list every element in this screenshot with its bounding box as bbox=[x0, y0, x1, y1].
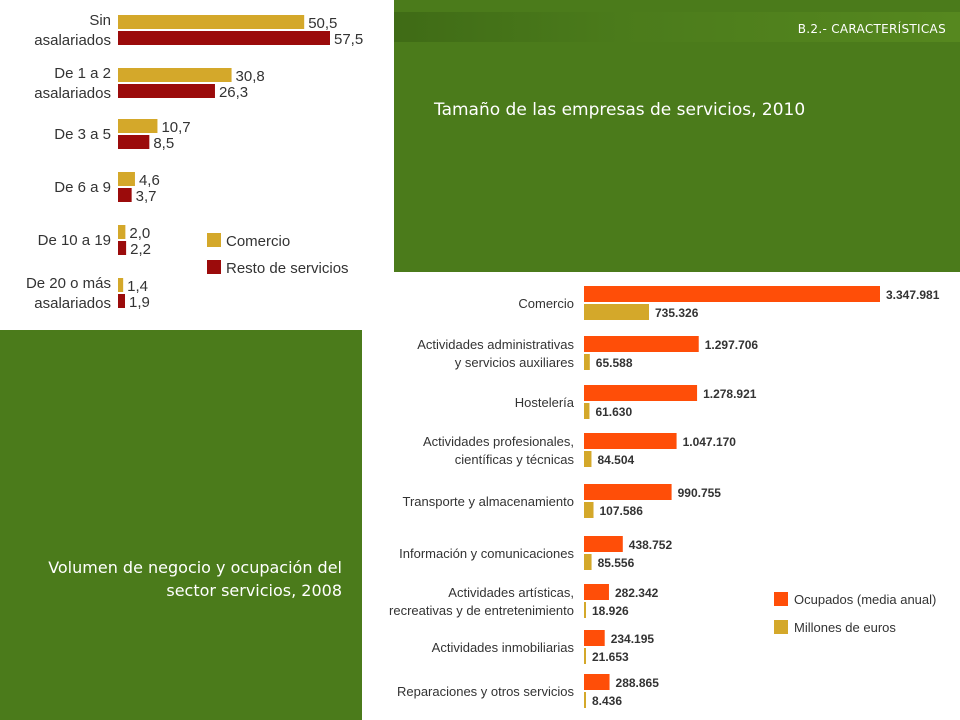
company-size-chart: Sin asalariados 50,557,5 De 1 a 2 asalariado… bbox=[26, 12, 363, 312]
bar bbox=[118, 68, 232, 82]
data-label: 4,6 bbox=[139, 172, 160, 189]
category-label: científicas y técnicas bbox=[455, 452, 575, 467]
data-label: 1.297.706 bbox=[705, 338, 759, 352]
bar bbox=[584, 433, 677, 449]
bar bbox=[584, 484, 672, 500]
bar bbox=[584, 554, 592, 570]
data-label: 65.588 bbox=[596, 356, 633, 370]
bar bbox=[584, 584, 609, 600]
data-label: 1.047.170 bbox=[683, 435, 737, 449]
category-label: asalariados bbox=[34, 32, 111, 49]
data-label: 30,8 bbox=[236, 68, 265, 85]
data-label: 107.586 bbox=[600, 504, 644, 518]
category-label: asalariados bbox=[34, 85, 111, 102]
data-label: 61.630 bbox=[595, 405, 632, 419]
bar bbox=[584, 385, 698, 401]
data-label: 735.326 bbox=[655, 306, 699, 320]
chart-title-business-volume: Volumen de negocio y ocupación del secto… bbox=[48, 558, 342, 600]
data-label: 1,4 bbox=[127, 278, 148, 295]
category-label: y servicios auxiliares bbox=[455, 355, 575, 370]
data-label: 50,5 bbox=[308, 15, 337, 32]
category-label: recreativas y de entretenimiento bbox=[389, 603, 574, 618]
bar bbox=[584, 286, 880, 302]
bar bbox=[584, 304, 650, 320]
bar bbox=[584, 602, 586, 618]
category-label: Transporte y almacenamiento bbox=[403, 494, 575, 509]
legend-swatch bbox=[774, 592, 788, 606]
data-label: 85.556 bbox=[598, 556, 635, 570]
data-label: 18.926 bbox=[592, 604, 629, 618]
data-label: 84.504 bbox=[597, 453, 634, 467]
data-label: 990.755 bbox=[678, 486, 722, 500]
category-label: Sin bbox=[89, 12, 111, 29]
category-label: Reparaciones y otros servicios bbox=[397, 684, 575, 699]
category-label: De 1 a 2 bbox=[54, 65, 111, 82]
section-tag: B.2.- CARACTERÍSTICAS bbox=[797, 22, 946, 36]
data-label: 1.278.921 bbox=[703, 387, 757, 401]
legend-swatch bbox=[207, 233, 221, 247]
category-label: De 6 a 9 bbox=[54, 179, 111, 196]
company-size-chart-panel: Sin asalariados 50,5 57,5 De 1 a 2 asalariado… bbox=[0, 0, 394, 330]
legend-swatch bbox=[774, 620, 788, 634]
bar bbox=[584, 403, 590, 419]
category-label: Actividades inmobiliarias bbox=[432, 640, 575, 655]
bar bbox=[584, 502, 594, 518]
data-label: 57,5 bbox=[334, 31, 363, 48]
category-label: Actividades artísticas, bbox=[448, 585, 574, 600]
category-label: asalariados bbox=[34, 295, 111, 312]
legend-swatch bbox=[207, 260, 221, 274]
data-label: 234.195 bbox=[611, 632, 655, 646]
bar bbox=[118, 225, 126, 239]
bar bbox=[118, 188, 132, 202]
category-label: De 3 a 5 bbox=[54, 126, 111, 143]
bar bbox=[118, 172, 135, 186]
category-label: Actividades administrativas bbox=[417, 337, 574, 352]
data-label: 2,2 bbox=[130, 241, 151, 258]
bar bbox=[584, 354, 590, 370]
data-label: 1,9 bbox=[129, 294, 150, 311]
category-label: Información y comunicaciones bbox=[399, 546, 574, 561]
category-label: Actividades profesionales, bbox=[423, 434, 574, 449]
bar bbox=[118, 278, 124, 292]
header-strip: B.2.- CARACTERÍSTICAS bbox=[394, 12, 960, 42]
data-label: 282.342 bbox=[615, 586, 659, 600]
data-label: 3,7 bbox=[136, 188, 157, 205]
category-label: De 10 a 19 bbox=[38, 232, 111, 249]
data-label: 8,5 bbox=[153, 135, 174, 152]
bar bbox=[584, 630, 605, 646]
data-label: 10,7 bbox=[161, 119, 190, 136]
legend-label: Comercio bbox=[226, 233, 290, 250]
bar bbox=[118, 15, 305, 29]
bar bbox=[584, 674, 610, 690]
legend-label: Ocupados (media anual) bbox=[794, 592, 936, 607]
bar bbox=[118, 294, 126, 308]
category-label: Comercio bbox=[518, 296, 574, 311]
bar bbox=[584, 648, 586, 664]
bar bbox=[118, 31, 330, 45]
bar bbox=[118, 241, 127, 255]
category-label: Hostelería bbox=[515, 395, 575, 410]
data-label: 21.653 bbox=[592, 650, 629, 664]
data-label: 3.347.981 bbox=[886, 288, 940, 302]
data-label: 26,3 bbox=[219, 84, 248, 101]
bar bbox=[584, 536, 623, 552]
category-label: De 20 o más bbox=[26, 275, 111, 292]
bar bbox=[584, 451, 592, 467]
business-volume-chart-panel: Comercio 3.347.981 735.326 Actividades admi… bbox=[362, 272, 960, 720]
data-label: 8.436 bbox=[592, 694, 622, 708]
data-label: 438.752 bbox=[629, 538, 673, 552]
data-label: 288.865 bbox=[616, 676, 660, 690]
bar bbox=[118, 119, 158, 133]
legend-label: Millones de euros bbox=[794, 620, 896, 635]
business-volume-chart: Comercio 3.347.981 735.326 Actividades admi… bbox=[389, 286, 940, 708]
bar bbox=[118, 84, 215, 98]
chart-title-company-size: Tamaño de las empresas de servicios, 201… bbox=[434, 100, 806, 120]
bar bbox=[584, 336, 699, 352]
bar bbox=[584, 692, 586, 708]
legend-label: Resto de servicios bbox=[226, 260, 349, 277]
bar bbox=[118, 135, 150, 149]
data-label: 2,0 bbox=[129, 225, 150, 242]
